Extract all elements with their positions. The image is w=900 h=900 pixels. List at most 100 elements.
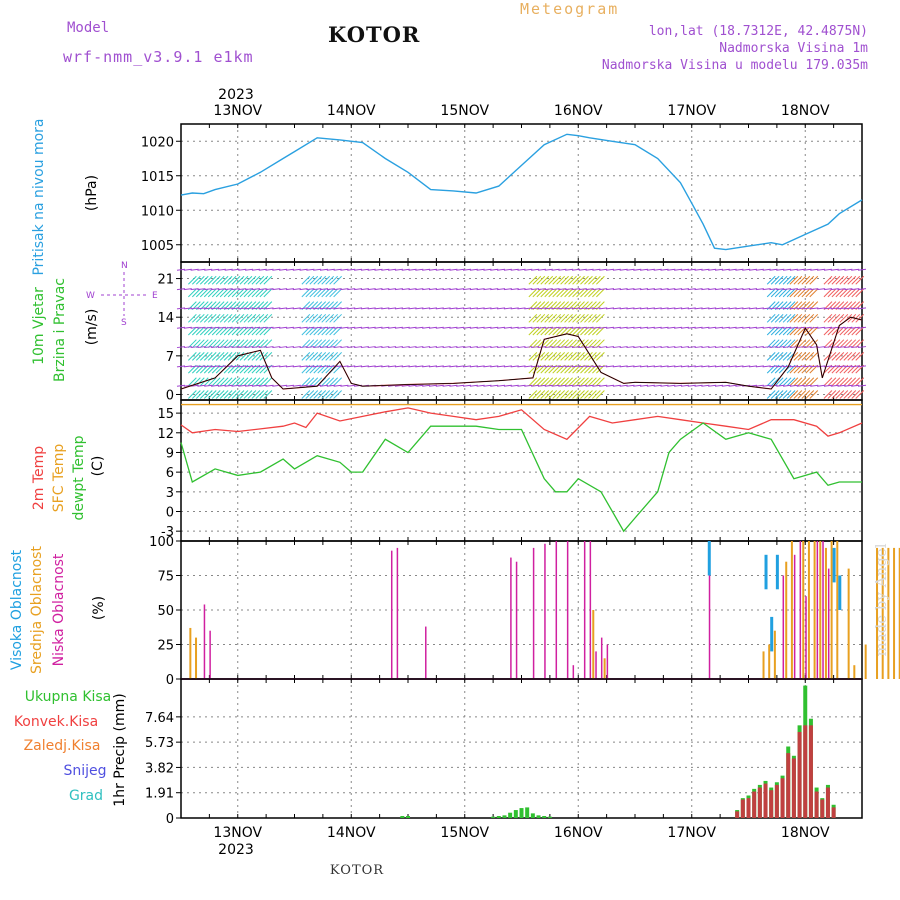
wind-arrow: [313, 339, 323, 349]
wind-arrow: [247, 313, 257, 323]
conv-precip-bar: [740, 799, 745, 818]
wind-arrow: [263, 377, 273, 387]
wind-arrow: [855, 377, 865, 387]
wind-arrow: [599, 326, 608, 329]
wind-arrow: [793, 352, 803, 361]
wind-arrow: [855, 288, 865, 298]
wind-arrow: [456, 384, 465, 387]
wind-arrow: [776, 307, 785, 310]
wind-arrow: [251, 275, 261, 285]
wind-arrow: [497, 346, 506, 349]
y-tick-label: 5.73: [145, 736, 174, 751]
wind-arrow: [224, 346, 233, 349]
wind-arrow: [503, 307, 512, 310]
wind-arrow: [251, 288, 261, 298]
wind-arrow: [735, 365, 744, 368]
wind-arrow: [774, 275, 784, 285]
wind-arrow: [843, 390, 853, 399]
wind-arrow: [564, 390, 573, 399]
wind-arrow: [469, 384, 478, 387]
wind-arrow: [851, 288, 861, 298]
wind-arrow: [223, 390, 233, 399]
wind-arrow: [571, 365, 581, 368]
wind-arrow: [306, 346, 315, 349]
wind-arrow: [388, 346, 397, 349]
wind-arrow: [774, 288, 784, 298]
wind-arrow: [844, 288, 853, 291]
wind-arrow: [325, 275, 335, 285]
wind-arrow: [660, 288, 669, 291]
wind-arrow: [612, 268, 621, 271]
wind-arrow: [259, 390, 269, 399]
wind-arrow: [596, 326, 605, 336]
conv-precip-bar: [820, 799, 825, 818]
wind-arrow: [831, 352, 841, 361]
wind-arrow: [340, 326, 349, 329]
wind-arrow: [844, 384, 853, 387]
wind-arrow: [326, 384, 335, 387]
wind-arrow: [217, 365, 226, 368]
wind-arrow: [258, 365, 267, 368]
wind-arrow: [571, 307, 581, 310]
wind-arrow: [528, 275, 538, 285]
wind-arrow: [239, 313, 249, 323]
wind-arrow: [762, 288, 771, 291]
conv-precip-bar: [814, 791, 819, 818]
wind-arrow: [714, 288, 724, 291]
wind-arrow: [313, 268, 322, 271]
wind-arrow: [224, 288, 233, 291]
wind-arrow: [313, 313, 323, 323]
wind-arrow: [251, 346, 260, 349]
wind-arrow: [797, 339, 807, 349]
wind-arrow: [195, 275, 205, 285]
wind-arrow: [801, 377, 811, 387]
wind-arrow: [207, 377, 217, 387]
bottom-day-label: 17NOV: [667, 825, 716, 841]
wind-arrow: [374, 346, 383, 349]
wind-arrow: [766, 352, 776, 361]
wind-arrow: [592, 326, 601, 329]
wind-arrow: [203, 339, 213, 349]
wind-arrow: [805, 352, 815, 361]
high-cloud-bar: [764, 554, 768, 590]
y-tick-label: 0: [166, 505, 174, 520]
wind-arrow: [536, 275, 546, 285]
wind-arrow: [796, 384, 805, 387]
wind-arrow: [388, 307, 397, 310]
wind-arrow: [830, 365, 839, 368]
mid-cloud-bar: [864, 644, 867, 679]
y-tick-label: 21: [157, 273, 174, 288]
wind-arrow: [456, 268, 465, 271]
wind-arrow: [333, 352, 342, 361]
wind-arrow: [292, 288, 301, 291]
wind-arrow: [823, 313, 833, 323]
y-tick-label: 0: [166, 673, 174, 688]
total-precip-bar: [400, 816, 405, 818]
wind-arrow: [199, 288, 209, 298]
wind-arrow: [292, 384, 301, 387]
wind-arrow: [462, 326, 472, 329]
wind-arrow: [564, 377, 573, 387]
wind-arrow: [774, 313, 784, 323]
low-cloud-bar: [708, 575, 711, 679]
wind-arrow: [835, 313, 845, 323]
wind-arrow: [251, 352, 261, 361]
wind-arrow: [255, 377, 265, 387]
wind-arrow: [556, 352, 566, 361]
total-precip-bar: [536, 815, 541, 818]
wind-arrow: [783, 365, 792, 368]
wind-arrow: [571, 384, 581, 387]
wind-arrow: [183, 307, 192, 310]
wind-arrow: [374, 288, 383, 291]
wind-arrow: [176, 384, 186, 387]
wind-arrow: [528, 352, 538, 361]
wind-arrow: [301, 313, 311, 323]
low-cloud-bar: [799, 541, 802, 679]
wind-arrow: [823, 346, 833, 349]
wind-arrow: [195, 352, 205, 361]
wind-arrow: [847, 352, 857, 361]
low-cloud-bar: [555, 541, 558, 679]
y-tick-label: 0: [166, 812, 174, 827]
wind-arrow: [572, 288, 581, 298]
wind-arrow: [847, 275, 857, 285]
